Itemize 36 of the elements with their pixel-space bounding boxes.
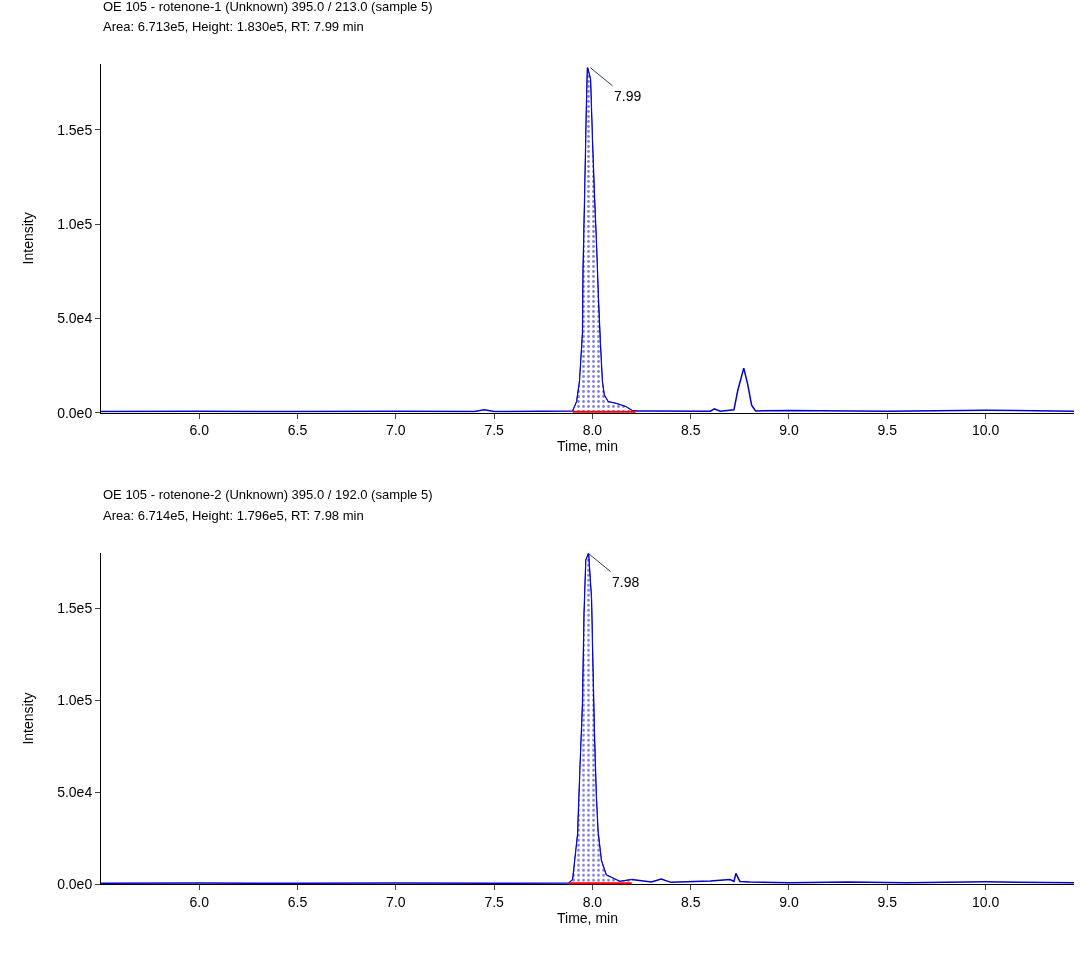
x-tick-label: 9.5	[877, 422, 898, 439]
x-tick-label: 10.0	[971, 422, 1000, 439]
x-tick-label: 9.5	[877, 894, 898, 911]
x-tick-label: 6.5	[287, 894, 308, 911]
x-tick-label: 8.0	[582, 894, 603, 911]
x-tick-label: 8.0	[582, 422, 603, 439]
chart-subtitle: Area: 6.714e5, Height: 1.796e5, RT: 7.98 min	[103, 508, 364, 523]
x-tick-label: 7.0	[386, 422, 406, 439]
x-tick-label: 7.5	[484, 894, 505, 911]
x-tick-label: 6.5	[287, 422, 308, 439]
chart-title: OE 105 - rotenone-1 (Unknown) 395.0 / 213.0 (sample 5)	[103, 0, 433, 14]
chart-subtitle: Area: 6.713e5, Height: 1.830e5, RT: 7.99 min	[103, 19, 364, 34]
x-tick-label: 10.0	[971, 894, 1000, 911]
x-tick-label: 8.5	[680, 422, 701, 439]
y-tick-label: 0.0e0	[57, 404, 93, 421]
y-tick-label: 5.0e4	[57, 310, 93, 327]
y-tick-label: 1.5e5	[57, 121, 93, 138]
chart-title: OE 105 - rotenone-2 (Unknown) 395.0 / 192.0 (sample 5)	[103, 487, 433, 502]
x-tick-label: 8.5	[680, 894, 701, 911]
y-tick-label: 5.0e4	[57, 784, 93, 801]
y-tick-label: 1.5e5	[57, 599, 93, 616]
y-axis-title: Intensity	[19, 212, 36, 265]
x-axis-title: Time, min	[557, 438, 618, 455]
x-axis-title: Time, min	[557, 910, 618, 927]
annotation: 7.98	[612, 574, 640, 590]
annotation: 7.99	[614, 88, 642, 104]
x-tick-label: 6.0	[189, 894, 210, 911]
y-axis-title: Intensity	[19, 692, 36, 745]
y-tick-label: 1.0e5	[57, 216, 93, 233]
y-tick-label: 1.0e5	[57, 691, 93, 708]
y-tick-label: 0.0e0	[57, 876, 93, 893]
x-tick-label: 9.0	[779, 422, 799, 439]
x-tick-label: 7.5	[484, 422, 505, 439]
x-tick-label: 9.0	[779, 894, 799, 911]
x-tick-label: 6.0	[189, 422, 210, 439]
x-tick-label: 7.0	[386, 894, 406, 911]
